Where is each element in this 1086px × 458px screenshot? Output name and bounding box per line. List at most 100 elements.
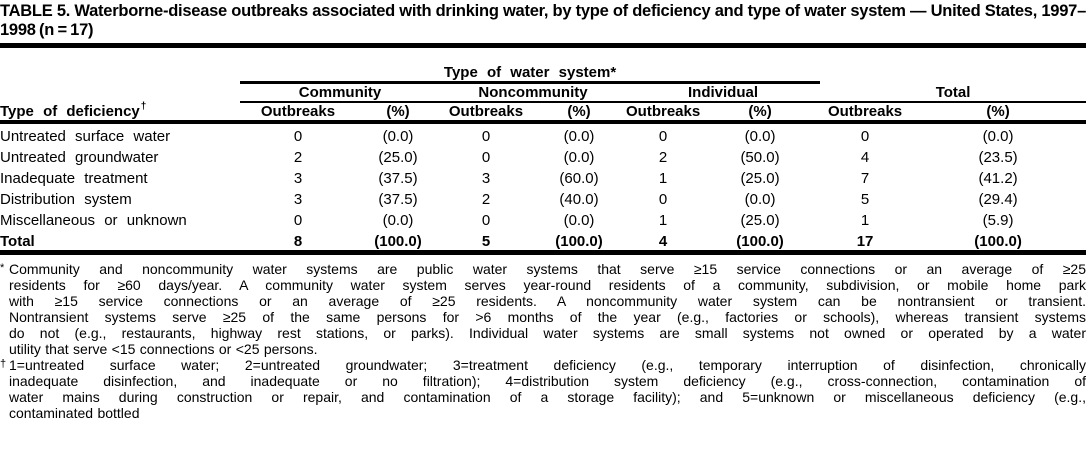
cell: 0 [481, 128, 491, 145]
outbreaks-table: Type of water system* Community Noncommu… [0, 64, 1086, 255]
group-total: Total [820, 82, 1086, 103]
cell: 4 [860, 149, 870, 166]
cell: (37.5) [378, 191, 418, 208]
footnote-line: water mains during construction or repai… [9, 389, 1086, 405]
cell: (0.0) [982, 128, 1014, 145]
cell: (0.0) [563, 149, 595, 166]
asterisk-marker: * [0, 262, 5, 274]
cell: (0.0) [744, 128, 776, 145]
cell: (25.0) [378, 149, 418, 166]
cell: 0 [481, 212, 491, 229]
cell: 8 [240, 229, 356, 255]
table-row: Untreated surface water 0 (0.0) 0 (0.0) … [0, 122, 1086, 145]
cell: (100.0) [356, 229, 440, 255]
cell: (100.0) [910, 229, 1086, 255]
table-row: Inadequate treatment 3 (37.5) 3 (60.0) 1… [0, 166, 1086, 187]
cell: (0.0) [382, 128, 414, 145]
col-noncommunity-outbreaks: Outbreaks [440, 102, 532, 124]
cell: 0 [658, 191, 668, 208]
cell: 0 [293, 212, 303, 229]
row-label: Distribution system [0, 191, 132, 208]
cell: 0 [293, 128, 303, 145]
cell: (0.0) [563, 212, 595, 229]
col-noncommunity-pct: (%) [532, 102, 626, 124]
footnote-water-systems: * Community and noncommunity water syste… [0, 261, 1086, 357]
col-individual-outbreaks: Outbreaks [626, 102, 701, 124]
row-label: Miscellaneous or unknown [0, 212, 187, 229]
table-row: Untreated groundwater 2 (25.0) 0 (0.0) 2… [0, 145, 1086, 166]
footnote-line: contaminated bottled [9, 405, 140, 421]
spanner-heading: Type of water system* [240, 64, 821, 84]
row-label: Untreated groundwater [0, 149, 159, 166]
cell: 7 [860, 170, 870, 187]
cell: (29.4) [978, 191, 1018, 208]
group-community: Community [240, 82, 440, 103]
col-community-outbreaks: Outbreaks [240, 102, 356, 124]
cell: (100.0) [532, 229, 626, 255]
footnote-line: residents for ≥60 days/year. A community… [9, 277, 1086, 293]
column-header-row: Type of deficiency† Outbreaks (%) Outbre… [0, 101, 1086, 124]
cell: 1 [658, 212, 668, 229]
footnote-line: do not (e.g., restaurants, highway rest … [9, 325, 1086, 341]
cell: (5.9) [982, 212, 1014, 229]
cell: 5 [440, 229, 532, 255]
cell: (25.0) [740, 170, 780, 187]
cell: (41.2) [978, 170, 1018, 187]
cell: 1 [658, 170, 668, 187]
row-label: Untreated surface water [0, 128, 171, 145]
dagger-marker: † [140, 101, 147, 112]
cell: 0 [860, 128, 870, 145]
spanner-stub [0, 64, 240, 83]
document-page: TABLE 5. Waterborne-disease outbreaks as… [0, 2, 1086, 421]
cell: (60.0) [559, 170, 599, 187]
dagger-marker: † [0, 358, 7, 370]
footnotes: * Community and noncommunity water syste… [0, 261, 1086, 421]
table-row: Miscellaneous or unknown 0 (0.0) 0 (0.0)… [0, 208, 1086, 229]
table-row: Distribution system 3 (37.5) 2 (40.0) 0 … [0, 187, 1086, 208]
total-row: Total 8 (100.0) 5 (100.0) 4 (100.0) 17 (… [0, 229, 1086, 255]
footnote-line: Nontransient systems serve ≥25 of the sa… [9, 309, 1086, 325]
footnote-line: with ≥15 service connections or an avera… [9, 293, 1086, 309]
cell: (40.0) [559, 191, 599, 208]
total-label: Total [0, 229, 240, 255]
cell: 0 [481, 149, 491, 166]
cell: (0.0) [563, 128, 595, 145]
spanner-row: Type of water system* [0, 64, 1086, 84]
cell: 17 [820, 229, 911, 255]
cell: 3 [481, 170, 491, 187]
table-title: TABLE 5. Waterborne-disease outbreaks as… [0, 2, 1086, 39]
spanner-gap [820, 64, 1086, 83]
cell: (0.0) [382, 212, 414, 229]
cell: 0 [658, 128, 668, 145]
group-stub [0, 83, 240, 103]
col-total-pct: (%) [910, 102, 1086, 124]
cell: 3 [293, 191, 303, 208]
cell: (23.5) [978, 149, 1018, 166]
cell: (50.0) [740, 149, 780, 166]
cell: 3 [293, 170, 303, 187]
footnote-deficiency-codes: † 1=untreated surface water; 2=untreated… [0, 357, 1086, 421]
footnote-line: Community and noncommunity water systems… [9, 261, 1086, 277]
footnote-line: 1=untreated surface water; 2=untreated g… [9, 357, 1086, 373]
group-individual: Individual [626, 82, 821, 103]
cell: (100.0) [700, 229, 821, 255]
col-community-pct: (%) [356, 102, 440, 124]
col-individual-pct: (%) [700, 102, 821, 124]
cell: 2 [293, 149, 303, 166]
title-rule [0, 43, 1086, 48]
footnote-line: inadequate disinfection, and inadequate … [9, 373, 1086, 389]
cell: 1 [860, 212, 870, 229]
row-label: Inadequate treatment [0, 170, 148, 187]
footnote-line: utility that serve <15 connections or <2… [9, 341, 318, 357]
cell: 2 [658, 149, 668, 166]
group-header-row: Community Noncommunity Individual Total [0, 82, 1086, 103]
group-noncommunity: Noncommunity [440, 82, 626, 103]
cell: 2 [481, 191, 491, 208]
cell: (37.5) [378, 170, 418, 187]
cell: 4 [626, 229, 700, 255]
col-total-outbreaks: Outbreaks [820, 102, 911, 124]
cell: 5 [860, 191, 870, 208]
row-header: Type of deficiency† [0, 101, 240, 124]
cell: (25.0) [740, 212, 780, 229]
cell: (0.0) [744, 191, 776, 208]
